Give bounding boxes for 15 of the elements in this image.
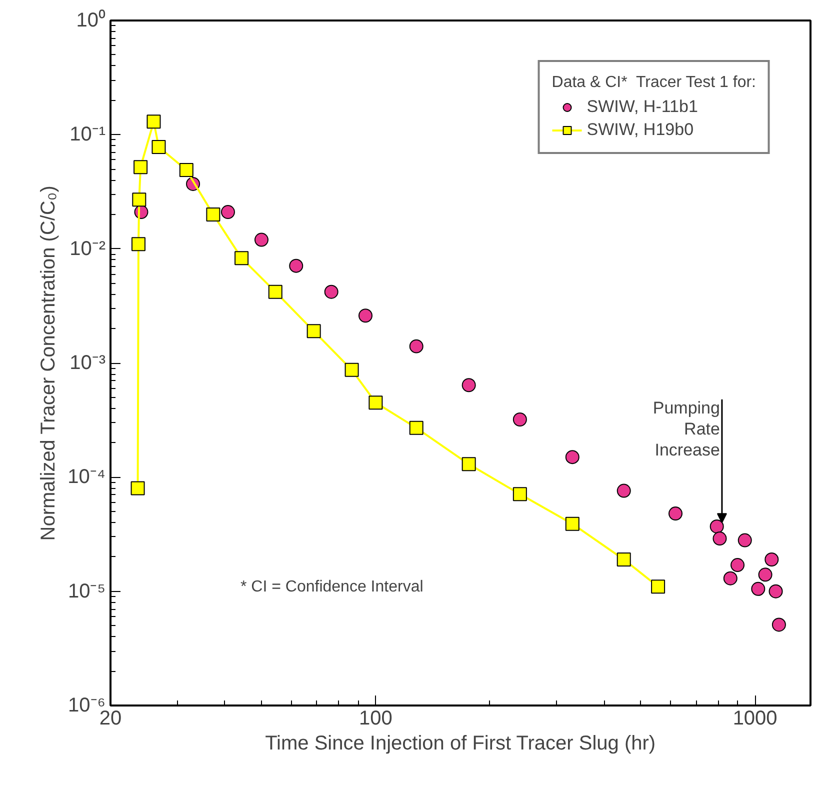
y-tick-label: 10⁻³: [70, 352, 106, 374]
legend-label: SWIW, H-11b1: [586, 97, 698, 117]
y-tick-label: 10⁰: [76, 8, 106, 32]
x-tick-label: 1000: [732, 708, 778, 730]
x-tick-label: 100: [358, 708, 392, 730]
y-tick-label: 10⁻⁵: [68, 580, 106, 602]
y-tick-label: 10⁻²: [70, 238, 106, 260]
annotation: * CI = Confidence Interval: [240, 578, 424, 596]
legend-title: Data & CI* Tracer Test 1 for:: [552, 74, 756, 92]
y-tick-label: 10⁻⁴: [68, 466, 106, 488]
annotation: Pumping Rate Increase: [652, 398, 720, 460]
y-tick-label: 10⁻¹: [70, 124, 106, 146]
legend-label: SWIW, H19b0: [586, 120, 694, 140]
y-axis-title: Normalized Tracer Concentration (C/C₀): [38, 186, 60, 541]
x-axis-title: Time Since Injection of First Tracer Slug (hr): [265, 732, 656, 754]
